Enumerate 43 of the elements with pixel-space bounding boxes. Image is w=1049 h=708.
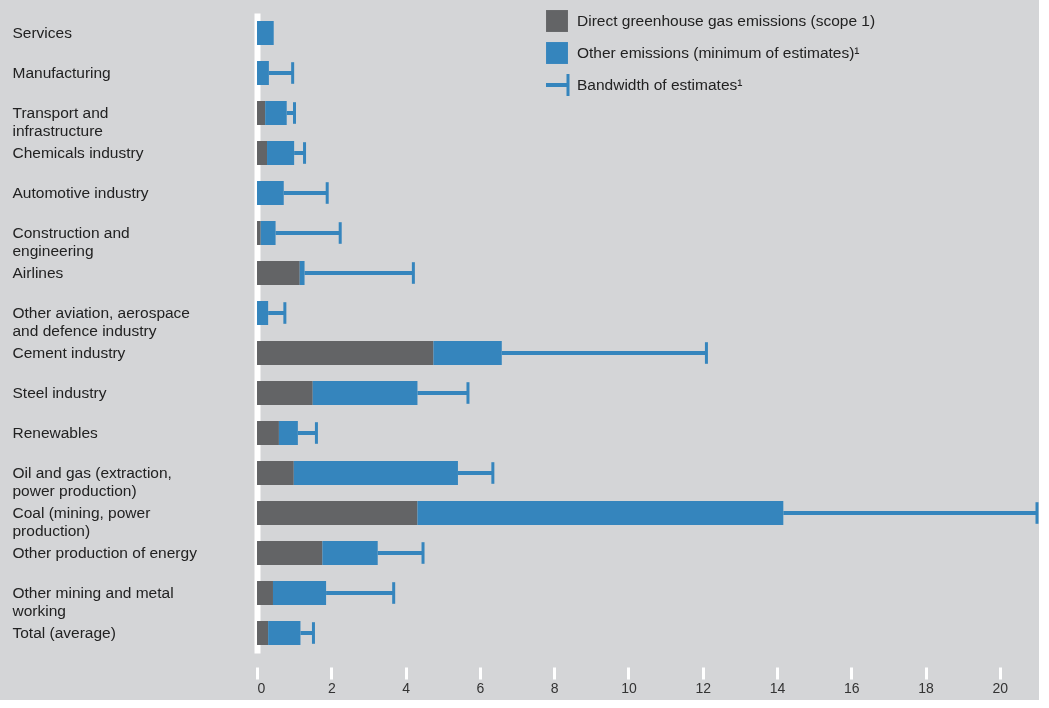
x-tick-label: 12: [695, 679, 712, 696]
bar: [257, 541, 323, 565]
y-tick-label: Other mining and metal working: [11, 584, 174, 619]
bar: [257, 341, 434, 365]
x-tick-label: 0: [257, 679, 266, 696]
x-tick-label: 8: [550, 679, 559, 696]
x-tick-label: 18: [918, 679, 935, 696]
y-tick-label: Steel industry: [12, 384, 107, 401]
y-tick-label: Services: [12, 24, 73, 41]
y-tick-label: Oil and gas (extraction, power production): [12, 464, 172, 499]
bar: [257, 381, 313, 405]
x-tick-label: 10: [621, 679, 637, 696]
x-tick-label: 2: [327, 679, 336, 696]
annotation: Bandwidth of estimates¹: [577, 76, 743, 93]
y-tick-label: Airlines: [12, 264, 64, 281]
y-tick-label: Renewables: [12, 424, 99, 441]
y-tick-label: Manufacturing: [12, 64, 111, 81]
bar: [257, 501, 418, 525]
bar: [257, 141, 268, 165]
legend-label: Other emissions (minimum of estimates)¹: [577, 44, 860, 61]
bar: [257, 101, 266, 125]
x-tick-label: 20: [992, 679, 1009, 696]
y-tick-label: Transport and infrastructure: [12, 104, 109, 139]
bar: [257, 261, 300, 285]
y-tick-label: Construction and engineering: [12, 224, 130, 259]
bar: [257, 461, 294, 485]
bar: [257, 221, 261, 245]
y-tick-label: Cement industry: [12, 344, 126, 361]
legend-label: Direct greenhouse gas emissions (scope 1): [577, 12, 876, 29]
bar: [257, 421, 279, 445]
x-tick-label: 14: [769, 679, 786, 696]
y-tick-label: Total (average): [12, 624, 116, 641]
y-tick-label: Chemicals industry: [12, 144, 144, 161]
x-tick-label: 4: [402, 679, 411, 696]
bar: [257, 21, 274, 45]
y-tick-label: Automotive industry: [12, 184, 149, 201]
y-tick-label: Other aviation, aerospace and defence industry: [12, 304, 190, 339]
y-tick-label: Other production of energy: [12, 544, 198, 561]
bar: [257, 621, 269, 645]
y-tick-label: Coal (mining, power production): [12, 504, 151, 539]
x-tick-label: 6: [476, 679, 485, 696]
bar: [257, 581, 273, 605]
x-tick-label: 16: [844, 679, 860, 696]
